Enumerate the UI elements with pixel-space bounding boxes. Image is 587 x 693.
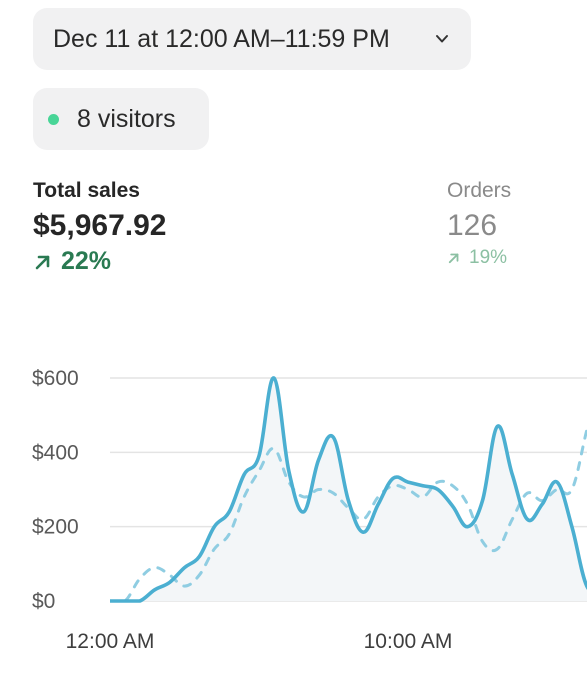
sales-chart-svg: $0 $200 $400 $600 12:00 AM 10:00 AM: [32, 367, 587, 653]
visitors-label: 8 visitors: [77, 104, 176, 133]
current-period-line: [110, 376, 587, 603]
live-visitors-badge[interactable]: 8 visitors: [33, 88, 209, 150]
arrow-up-right-icon: [35, 255, 50, 269]
orders-change: 19%: [447, 247, 511, 269]
date-range-label: Dec 11 at 12:00 AM–11:59 PM: [53, 24, 390, 53]
orders-value: 126: [447, 209, 498, 242]
total-sales-change: 22%: [33, 247, 166, 276]
current-period-area: [110, 377, 587, 601]
y-tick-label: $200: [32, 516, 79, 539]
y-tick-label: $600: [32, 367, 79, 390]
y-tick-label: $400: [32, 441, 79, 464]
orders-label: Orders: [447, 179, 512, 202]
live-status-dot: [48, 113, 59, 125]
date-range-selector[interactable]: Dec 11 at 12:00 AM–11:59 PM: [33, 8, 471, 70]
plot-area: [110, 376, 587, 603]
total-sales-metric[interactable]: Total sales $5,967.92 22%: [33, 179, 166, 276]
chevron-down-icon: [436, 35, 448, 43]
x-tick-label: 10:00 AM: [364, 630, 453, 653]
orders-change-value: 19%: [469, 247, 508, 268]
arrow-up-right-icon: [448, 253, 459, 264]
total-sales-change-value: 22%: [61, 247, 112, 275]
sales-chart[interactable]: $0 $200 $400 $600 12:00 AM 10:00 AM: [0, 350, 587, 680]
x-tick-label: 12:00 AM: [66, 630, 155, 653]
orders-metric[interactable]: Orders 126 19%: [447, 179, 511, 269]
total-sales-label: Total sales: [33, 179, 140, 202]
y-tick-label: $0: [32, 590, 55, 613]
total-sales-value: $5,967.92: [33, 209, 167, 242]
